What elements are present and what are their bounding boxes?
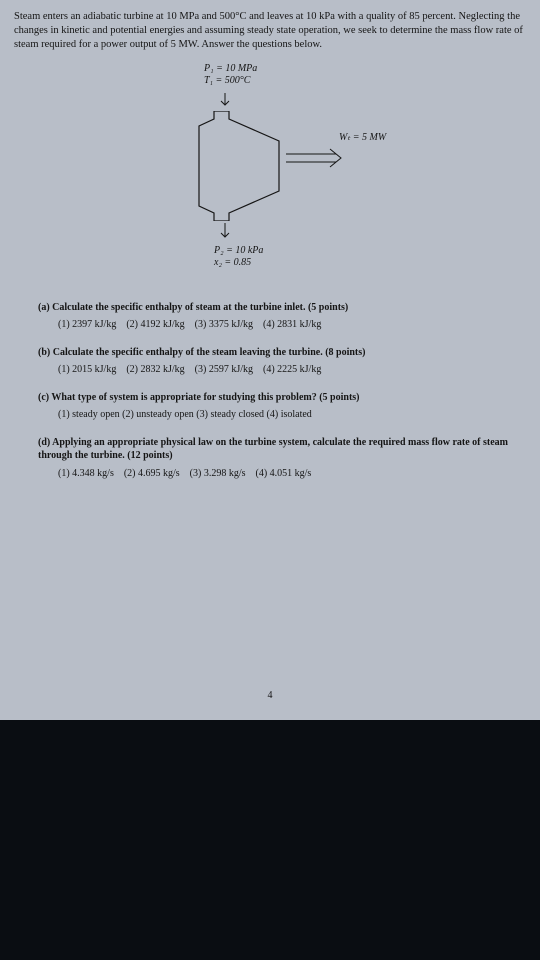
page-number: 4	[268, 689, 273, 703]
p2-label: P₂ = 10 kPa	[214, 245, 263, 256]
outlet-arrow-icon	[219, 223, 231, 246]
worksheet-page: Steam enters an adiabatic turbine at 10 …	[0, 0, 540, 720]
p1-label: P₁ = 10 MPa	[204, 63, 257, 74]
problem-intro: Steam enters an adiabatic turbine at 10 …	[14, 10, 526, 53]
work-arrow-icon	[286, 148, 346, 173]
question-a: (a) Calculate the specific enthalpy of s…	[38, 301, 526, 315]
t1-label: T₁ = 500°C	[204, 75, 250, 86]
question-b-text: (b) Calculate the specific enthalpy of t…	[38, 347, 365, 358]
question-d-text: (d) Applying an appropriate physical law…	[38, 437, 508, 462]
turbine-shape-icon	[194, 111, 284, 221]
question-c: (c) What type of system is appropriate f…	[38, 391, 526, 405]
question-b: (b) Calculate the specific enthalpy of t…	[38, 346, 526, 360]
question-c-text: (c) What type of system is appropriate f…	[38, 392, 360, 403]
work-label: Wₜ = 5 MW	[339, 131, 386, 145]
question-d-options: (1) 4.348 kg/s (2) 4.695 kg/s (3) 3.298 …	[58, 467, 526, 481]
outlet-conditions: P₂ = 10 kPa x₂ = 0.85	[214, 245, 263, 269]
question-c-options: (1) steady open (2) unsteady open (3) st…	[58, 408, 526, 422]
question-b-options: (1) 2015 kJ/kg (2) 2832 kJ/kg (3) 2597 k…	[58, 363, 526, 377]
turbine-diagram: P₁ = 10 MPa T₁ = 500°C Wₜ = 5 MW P₂ = 10…	[164, 63, 444, 283]
question-a-text: (a) Calculate the specific enthalpy of s…	[38, 302, 348, 313]
question-a-options: (1) 2397 kJ/kg (2) 4192 kJ/kg (3) 3375 k…	[58, 318, 526, 332]
question-d: (d) Applying an appropriate physical law…	[38, 436, 526, 463]
x2-label: x₂ = 0.85	[214, 257, 251, 268]
inlet-conditions: P₁ = 10 MPa T₁ = 500°C	[204, 63, 257, 87]
